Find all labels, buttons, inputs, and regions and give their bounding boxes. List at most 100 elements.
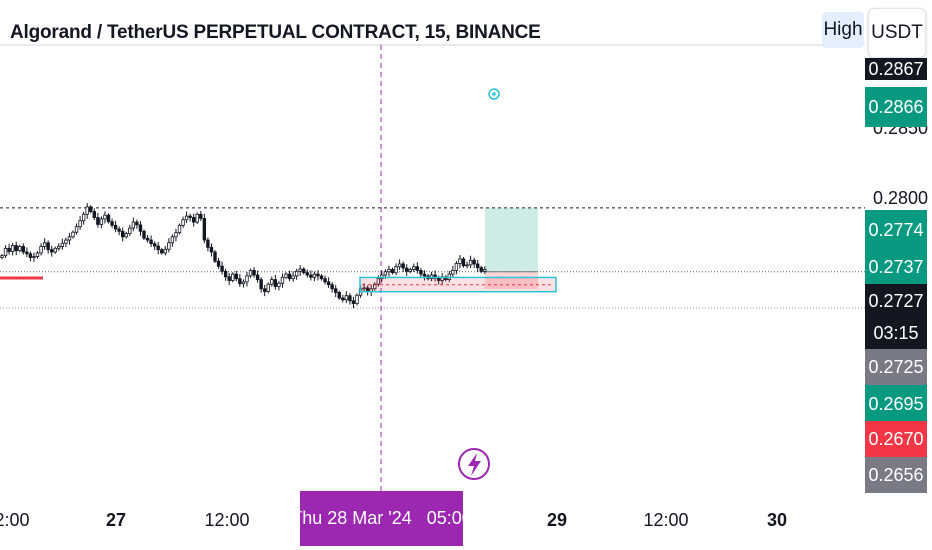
candle — [32, 252, 36, 263]
candle — [202, 213, 207, 244]
candle — [64, 237, 68, 248]
candle-body — [152, 243, 157, 247]
candle — [67, 232, 72, 245]
candle-body — [138, 224, 143, 232]
candle — [344, 291, 349, 304]
candle — [181, 216, 185, 228]
time-tick-label: 29 — [546, 510, 568, 530]
lightning-icon-bolt — [468, 453, 481, 476]
candle-body — [0, 255, 4, 258]
candle-body — [387, 269, 391, 273]
candle-body — [78, 220, 82, 228]
currency-button[interactable]: USDT — [868, 8, 926, 58]
candle — [454, 260, 459, 275]
time-tick-label: 12:00 — [643, 510, 689, 530]
candle-body — [3, 247, 8, 257]
candle — [128, 224, 132, 237]
candle — [10, 243, 15, 256]
candle-body — [46, 242, 50, 251]
candle-body — [273, 279, 278, 287]
candle — [99, 216, 104, 229]
candle-body — [259, 279, 263, 290]
candle-body — [81, 213, 86, 222]
candle — [156, 242, 160, 255]
candle-body — [458, 258, 462, 264]
candle-body — [53, 247, 57, 253]
candle — [7, 243, 11, 255]
candle-body — [110, 221, 114, 226]
candle — [209, 243, 214, 257]
candle — [472, 257, 476, 268]
candle-body — [309, 274, 313, 278]
candle-body — [436, 277, 441, 281]
position-profit-zone — [485, 207, 538, 272]
candle — [280, 273, 285, 288]
candle — [42, 238, 47, 250]
candle-body — [21, 246, 25, 253]
candle-body — [135, 221, 139, 226]
candle-body — [121, 230, 125, 238]
candle-body — [145, 237, 150, 241]
time-tick-label: 27 — [105, 510, 127, 530]
candle — [341, 294, 345, 303]
high-button[interactable]: High — [822, 12, 864, 48]
candle — [89, 205, 93, 214]
candle — [451, 265, 455, 278]
candle-body — [174, 232, 178, 238]
candle — [248, 268, 253, 278]
candle-body — [103, 214, 107, 220]
candle — [106, 213, 111, 224]
candle-body — [280, 276, 285, 284]
target-marker-ring — [488, 88, 500, 100]
candle — [355, 293, 359, 306]
candle — [14, 241, 18, 256]
candle — [390, 267, 395, 275]
candle-body — [323, 278, 327, 283]
candle-body — [149, 239, 153, 245]
candle-body — [333, 288, 338, 293]
candle — [113, 220, 118, 233]
candle-body — [238, 278, 242, 285]
candle — [319, 274, 324, 281]
candle-body — [316, 273, 320, 277]
candle — [188, 213, 192, 222]
partial-high-tag: 0.2867 — [865, 58, 927, 80]
chart-title: Algorand / TetherUS PERPETUAL CONTRACT, … — [10, 22, 541, 43]
candle-body — [376, 278, 380, 285]
candle — [412, 263, 416, 273]
lightning-icon — [458, 448, 490, 480]
candle — [316, 270, 320, 281]
candle-body — [99, 218, 104, 225]
candle-body — [291, 275, 295, 280]
candle-body — [302, 268, 306, 274]
candle-body — [199, 213, 203, 219]
candle-body — [433, 274, 437, 279]
candle-body — [305, 272, 309, 276]
candle — [121, 227, 125, 242]
candle-body — [394, 266, 398, 274]
candle-body — [184, 215, 189, 221]
candle — [170, 234, 175, 247]
candle-body — [28, 253, 33, 258]
candle-body — [67, 236, 72, 241]
candle-body — [298, 268, 302, 272]
candle — [302, 267, 306, 275]
candle — [39, 243, 43, 256]
candle — [415, 262, 420, 274]
candle-body — [163, 248, 167, 254]
candle-body — [206, 239, 210, 248]
candle — [337, 290, 341, 300]
candle — [71, 230, 75, 239]
candle-body — [451, 269, 455, 275]
candle — [199, 211, 203, 221]
candle-body — [160, 249, 164, 254]
candle — [163, 246, 167, 256]
candle — [28, 251, 33, 262]
candle-body — [465, 264, 469, 267]
candle-body — [401, 263, 405, 269]
price-tag: 0.2725 — [865, 349, 927, 385]
candle — [227, 272, 231, 286]
candle — [305, 269, 309, 278]
candle — [238, 274, 242, 287]
